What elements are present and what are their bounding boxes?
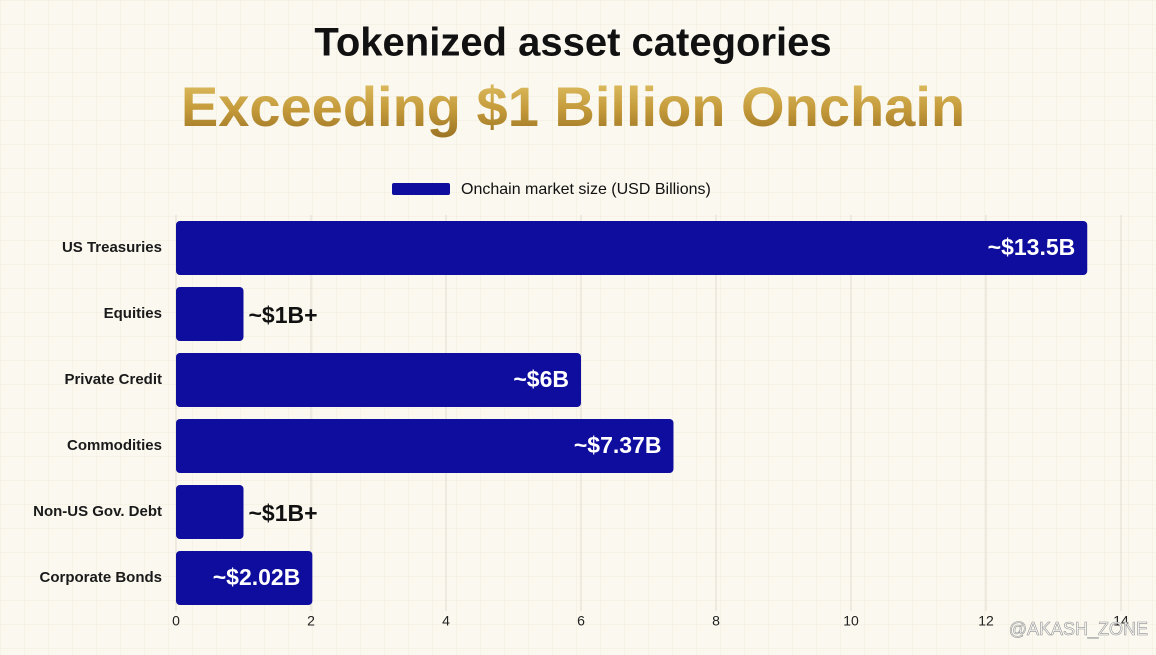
value-label: ~$7.37B xyxy=(574,432,662,458)
bar xyxy=(176,485,244,539)
y-tick-label: Commodities xyxy=(67,437,162,454)
value-label: ~$6B xyxy=(513,366,569,392)
value-label: ~$1B+ xyxy=(249,302,318,328)
legend-swatch xyxy=(392,183,450,195)
value-label: ~$13.5B xyxy=(988,234,1076,260)
x-tick-label: 14 xyxy=(1113,613,1129,629)
x-tick-label: 8 xyxy=(712,613,720,629)
x-tick-label: 0 xyxy=(172,613,180,629)
y-tick-label: US Treasuries xyxy=(62,239,162,256)
y-tick-label: Corporate Bonds xyxy=(39,569,162,586)
x-tick-label: 4 xyxy=(442,613,450,629)
grid xyxy=(175,215,1122,611)
legend-label: Onchain market size (USD Billions) xyxy=(461,181,711,198)
chart-title: Tokenized asset categories xyxy=(314,21,831,65)
value-label: ~$1B+ xyxy=(249,500,318,526)
y-tick-label: Equities xyxy=(104,305,162,322)
bars xyxy=(176,221,1088,605)
x-tick-label: 10 xyxy=(843,613,859,629)
bar xyxy=(176,419,674,473)
x-tick-label: 6 xyxy=(577,613,585,629)
y-tick-label: Private Credit xyxy=(64,371,162,388)
bar xyxy=(176,551,313,605)
chart-subtitle: Exceeding $1 Billion Onchain xyxy=(181,75,965,138)
bar xyxy=(176,287,244,341)
bar xyxy=(176,353,581,407)
y-tick-label: Non-US Gov. Debt xyxy=(33,503,162,520)
x-tick-label: 12 xyxy=(978,613,994,629)
bar xyxy=(176,221,1088,275)
value-label: ~$2.02B xyxy=(213,564,301,590)
watermark: @AKASH_ZONE xyxy=(1009,619,1148,640)
x-tick-label: 2 xyxy=(307,613,315,629)
